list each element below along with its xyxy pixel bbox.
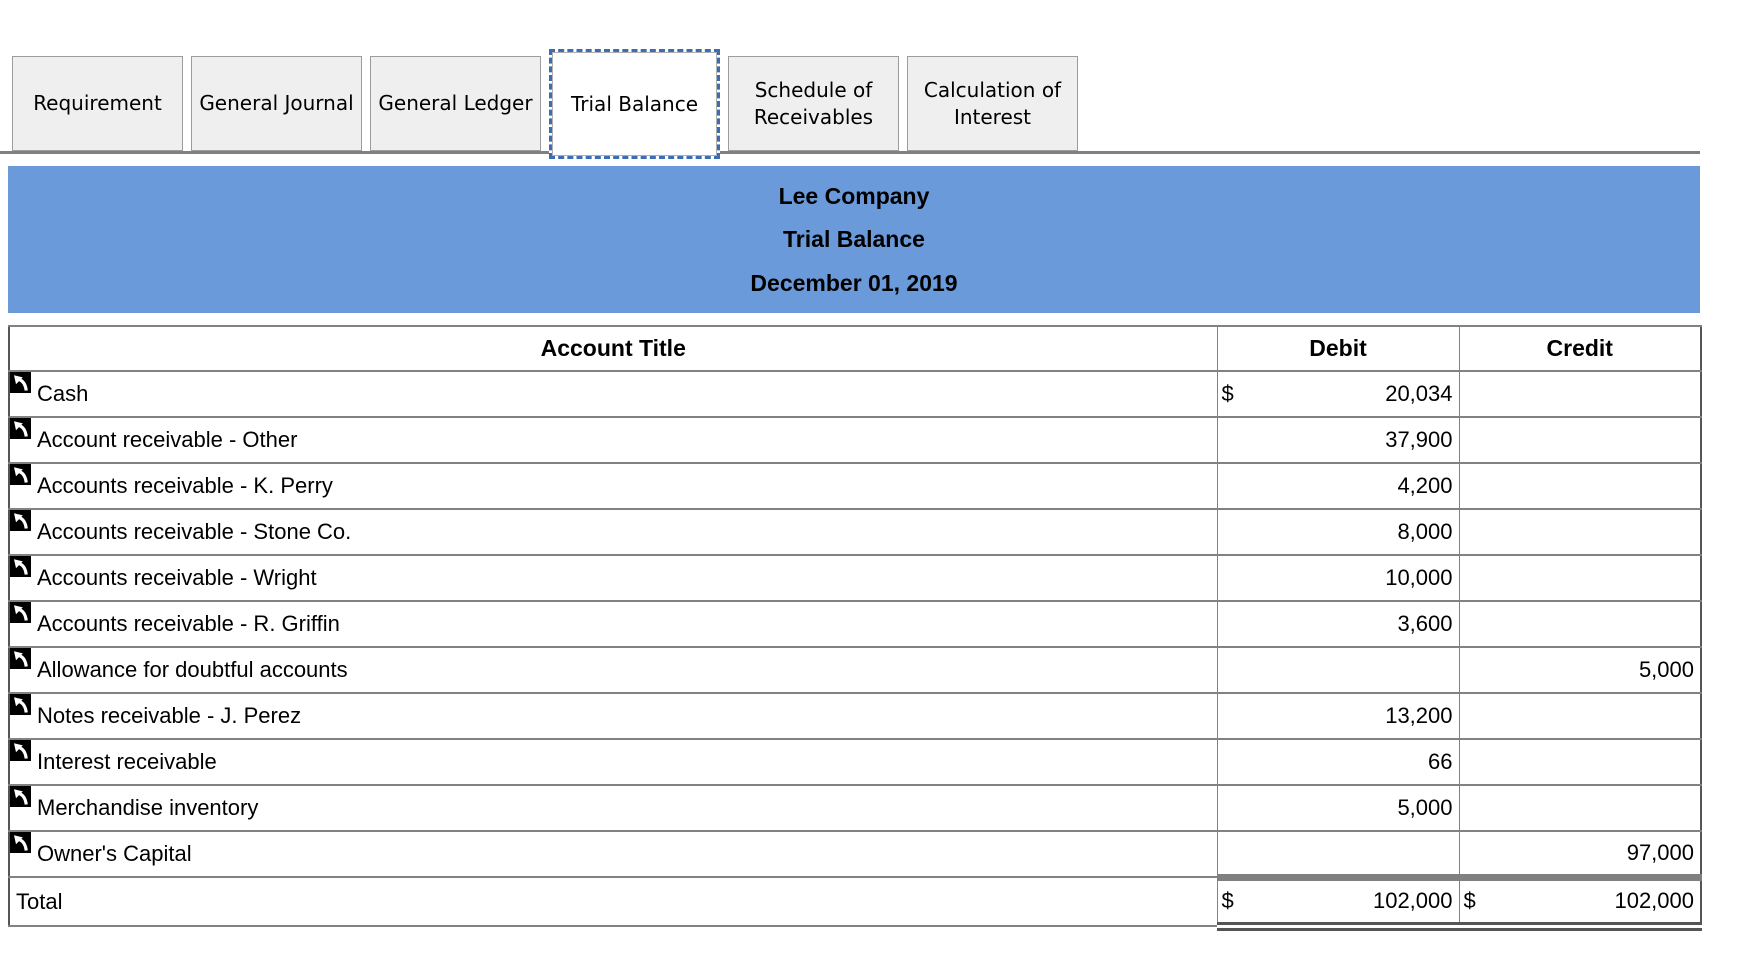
account-title: Notes receivable - J. Perez xyxy=(37,703,302,728)
total-debit-value: 102,000 xyxy=(1372,888,1453,913)
credit-cell xyxy=(1458,554,1702,602)
undo-arrow-icon[interactable] xyxy=(10,695,31,715)
tab-trial-balance[interactable]: Trial Balance xyxy=(549,49,720,159)
account-row: Merchandise inventory 5,000 xyxy=(8,784,1702,832)
trial-balance-section: Account Title Debit Credit Cash $20,034 xyxy=(8,325,1702,931)
debit-cell xyxy=(1216,646,1460,694)
tab-label: Schedule of Receivables xyxy=(753,77,874,129)
total-debit-cell: $102,000 xyxy=(1216,873,1460,931)
table-header-row: Account Title Debit Credit xyxy=(8,325,1702,372)
undo-arrow-icon[interactable] xyxy=(10,465,31,485)
tab-general-ledger[interactable]: General Ledger xyxy=(370,56,541,151)
column-header-debit: Debit xyxy=(1216,325,1460,372)
total-debit-currency: $ xyxy=(1221,888,1234,913)
credit-cell: 97,000 xyxy=(1458,830,1702,878)
account-title: Account receivable - Other xyxy=(37,427,298,452)
debit-cell: 3,600 xyxy=(1216,600,1460,648)
credit-cell xyxy=(1458,600,1702,648)
column-header-account-title: Account Title xyxy=(8,325,1218,372)
undo-arrow-icon[interactable] xyxy=(10,511,31,531)
tab-bar: Requirement General Journal General Ledg… xyxy=(12,49,1078,159)
trial-balance-table: Account Title Debit Credit Cash $20,034 xyxy=(8,325,1702,931)
undo-arrow-icon[interactable] xyxy=(10,603,31,623)
tab-calculation-of-interest[interactable]: Calculation of Interest xyxy=(907,56,1078,151)
tab-label: Calculation of Interest xyxy=(923,77,1062,129)
debit-value: 66 xyxy=(1428,749,1453,774)
debit-cell: 5,000 xyxy=(1216,784,1460,832)
debit-value: 37,900 xyxy=(1385,427,1453,452)
credit-cell xyxy=(1458,416,1702,464)
debit-currency: $ xyxy=(1221,381,1234,406)
account-row: Interest receivable 66 xyxy=(8,738,1702,786)
debit-cell: 37,900 xyxy=(1216,416,1460,464)
account-row: Allowance for doubtful accounts 5,000 xyxy=(8,646,1702,694)
tab-requirement[interactable]: Requirement xyxy=(12,56,183,151)
debit-value: 4,200 xyxy=(1397,473,1453,498)
total-credit-cell: $102,000 xyxy=(1458,873,1702,931)
debit-value: 3,600 xyxy=(1397,611,1453,636)
debit-cell: 10,000 xyxy=(1216,554,1460,602)
account-row: Account receivable - Other 37,900 xyxy=(8,416,1702,464)
undo-arrow-icon[interactable] xyxy=(10,649,31,669)
account-row: Accounts receivable - Stone Co. 8,000 xyxy=(8,508,1702,556)
credit-cell xyxy=(1458,738,1702,786)
account-title: Accounts receivable - K. Perry xyxy=(37,473,333,498)
column-header-credit: Credit xyxy=(1458,325,1702,372)
credit-cell: 5,000 xyxy=(1458,646,1702,694)
account-row: Cash $20,034 xyxy=(8,370,1702,418)
account-row: Owner's Capital 97,000 xyxy=(8,830,1702,878)
tab-bar-underline xyxy=(0,151,1700,154)
debit-cell: 13,200 xyxy=(1216,692,1460,740)
credit-cell xyxy=(1458,462,1702,510)
credit-cell xyxy=(1458,370,1702,418)
total-credit-currency: $ xyxy=(1463,888,1476,913)
report-company-name: Lee Company xyxy=(778,182,930,209)
undo-arrow-icon[interactable] xyxy=(10,833,31,853)
debit-value: 5,000 xyxy=(1397,795,1453,820)
debit-value: 20,034 xyxy=(1385,381,1453,406)
account-title: Allowance for doubtful accounts xyxy=(37,657,348,682)
report-title: Trial Balance xyxy=(783,226,925,252)
report-date: December 01, 2019 xyxy=(750,269,958,296)
debit-cell: 8,000 xyxy=(1216,508,1460,556)
report-header: Lee Company Trial Balance December 01, 2… xyxy=(8,166,1700,313)
account-title: Accounts receivable - R. Griffin xyxy=(37,611,340,636)
debit-cell: 66 xyxy=(1216,738,1460,786)
undo-arrow-icon[interactable] xyxy=(10,419,31,439)
undo-arrow-icon[interactable] xyxy=(10,741,31,761)
debit-cell xyxy=(1216,830,1460,878)
account-title: Cash xyxy=(37,381,89,406)
tab-general-journal[interactable]: General Journal xyxy=(191,56,362,151)
credit-cell xyxy=(1458,692,1702,740)
account-row: Accounts receivable - Wright 10,000 xyxy=(8,554,1702,602)
tab-label: General Ledger xyxy=(378,91,533,115)
total-credit-value: 102,000 xyxy=(1614,888,1694,913)
account-row: Accounts receivable - K. Perry 4,200 xyxy=(8,462,1702,510)
account-title: Accounts receivable - Stone Co. xyxy=(37,519,352,544)
undo-arrow-icon[interactable] xyxy=(10,373,31,393)
debit-cell: 4,200 xyxy=(1216,462,1460,510)
credit-cell xyxy=(1458,508,1702,556)
total-label: Total xyxy=(8,876,1218,927)
credit-value: 97,000 xyxy=(1626,839,1694,865)
tab-label: Requirement xyxy=(33,91,162,115)
tab-label: General Journal xyxy=(199,91,354,115)
total-row: Total $102,000 $102,000 xyxy=(8,873,1702,931)
credit-cell xyxy=(1458,784,1702,832)
account-title: Accounts receivable - Wright xyxy=(37,565,317,590)
undo-arrow-icon[interactable] xyxy=(10,787,31,807)
account-title: Owner's Capital xyxy=(37,841,192,866)
debit-cell: $20,034 xyxy=(1216,370,1460,418)
debit-value: 13,200 xyxy=(1385,703,1453,728)
account-title: Interest receivable xyxy=(37,749,217,774)
debit-value: 10,000 xyxy=(1385,565,1453,590)
tab-schedule-of-receivables[interactable]: Schedule of Receivables xyxy=(728,56,899,151)
tab-label: Trial Balance xyxy=(571,91,698,116)
account-title: Merchandise inventory xyxy=(37,795,259,820)
account-row: Accounts receivable - R. Griffin 3,600 xyxy=(8,600,1702,648)
undo-arrow-icon[interactable] xyxy=(10,557,31,577)
account-row: Notes receivable - J. Perez 13,200 xyxy=(8,692,1702,740)
credit-value: 5,000 xyxy=(1638,657,1694,682)
debit-value: 8,000 xyxy=(1397,519,1453,544)
